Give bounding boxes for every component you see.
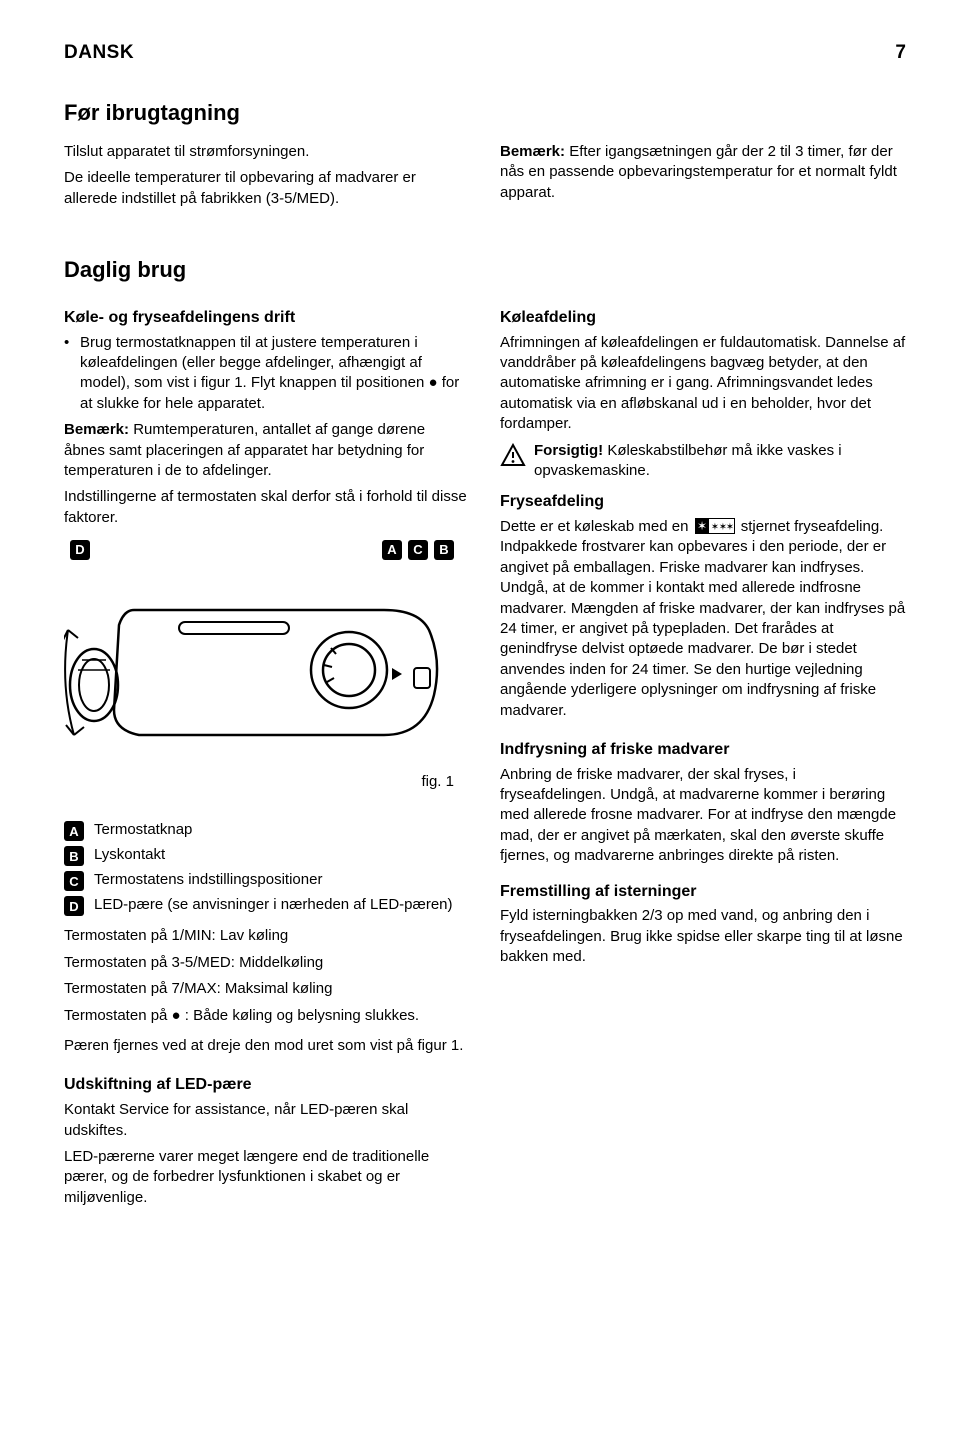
section-title: Daglig brug: [64, 255, 906, 285]
note-label: Bemærk:: [500, 143, 565, 160]
freezer-star-icon: ✶ ✶ ✶ ✶: [695, 518, 735, 534]
page-number: 7: [895, 40, 906, 66]
svg-text:✶: ✶: [697, 519, 707, 533]
svg-text:✶: ✶: [725, 522, 733, 533]
legend-key: A: [64, 821, 84, 841]
subheading: Fryseafdeling: [500, 491, 906, 513]
body-text: Termostaten på 3-5/MED: Middelkøling: [64, 953, 470, 973]
legend-text: Lyskontakt: [94, 845, 165, 865]
subheading: Køleafdeling: [500, 307, 906, 329]
caution-label: Forsigtig!: [534, 442, 603, 459]
legend-item: B Lyskontakt: [64, 845, 470, 866]
section-before-use: Før ibrugtagning Tilslut apparatet til s…: [64, 98, 906, 215]
figure-label-d: D: [70, 540, 90, 560]
bullet-item: • Brug termostatknappen til at justere t…: [64, 333, 470, 415]
section-title: Før ibrugtagning: [64, 98, 906, 128]
legend-text: Termostatknap: [94, 820, 192, 840]
body-text: Pæren fjernes ved at dreje den mod uret …: [64, 1036, 470, 1056]
note-label: Bemærk:: [64, 421, 129, 438]
language-label: DANSK: [64, 40, 134, 66]
legend-key: B: [64, 846, 84, 866]
figure-caption: fig. 1: [64, 772, 454, 792]
figure-legend: A Termostatknap B Lyskontakt C Termostat…: [64, 820, 470, 916]
bullet-text: Brug termostatknappen til at justere tem…: [80, 333, 470, 415]
legend-item: A Termostatknap: [64, 820, 470, 841]
legend-text: Termostatens indstillingspositioner: [94, 870, 322, 890]
body-text: Dette er et køleskab med en ✶ ✶ ✶ ✶ stje…: [500, 517, 906, 721]
section-daily-use: Daglig brug Køle- og fryseafdelingens dr…: [64, 255, 906, 1214]
body-text: Termostaten på 7/MAX: Maksimal køling: [64, 979, 470, 999]
body-text: LED-pærerne varer meget længere end de t…: [64, 1147, 470, 1208]
note-text: Bemærk: Rumtemperaturen, antallet af gan…: [64, 420, 470, 481]
col-left: Køle- og fryseafdelingens drift • Brug t…: [64, 299, 470, 1214]
col-right: Bemærk: Efter igangsætningen går der 2 t…: [500, 142, 906, 215]
body-text: Termostaten på 1/MIN: Lav køling: [64, 926, 470, 946]
figure-thermostat: D A C B: [64, 534, 470, 792]
page-header: DANSK 7: [64, 40, 906, 66]
body-text: Fyld isterningbakken 2/3 op med vand, og…: [500, 906, 906, 967]
thermostat-svg: [64, 570, 454, 770]
body-text: Indstillingerne af termostaten skal derf…: [64, 487, 470, 528]
legend-text: LED-pære (se anvisninger i nærheden af L…: [94, 895, 453, 915]
legend-item: C Termostatens indstillingspositioner: [64, 870, 470, 891]
subheading: Udskiftning af LED-pære: [64, 1074, 470, 1096]
legend-key: D: [64, 896, 84, 916]
body-text: Termostaten på ● : Både køling og belysn…: [64, 1006, 470, 1026]
text-part: stjernet fryseafdeling. Indpakkede frost…: [500, 518, 905, 719]
body-text: Kontakt Service for assistance, når LED-…: [64, 1100, 470, 1141]
bullet-dot: •: [64, 333, 80, 415]
subheading: Indfrysning af friske madvarer: [500, 739, 906, 761]
col-left: Tilslut apparatet til strømforsyningen. …: [64, 142, 470, 215]
note-text: Bemærk: Efter igangsætningen går der 2 t…: [500, 142, 906, 203]
body-text: Anbring de friske madvarer, der skal fry…: [500, 765, 906, 867]
warning-icon: [500, 443, 526, 467]
figure-label-row: D A C B: [64, 534, 454, 566]
body-text: De ideelle temperaturer til opbevaring a…: [64, 168, 470, 209]
body-text: Tilslut apparatet til strømforsyningen.: [64, 142, 470, 162]
caution-block: Forsigtig! Køleskabstilbehør må ikke vas…: [500, 441, 906, 482]
text-part: Dette er et køleskab med en: [500, 518, 693, 535]
figure-label-a: A: [382, 540, 402, 560]
subheading: Fremstilling af isterninger: [500, 881, 906, 903]
caution-text: Forsigtig! Køleskabstilbehør må ikke vas…: [534, 441, 906, 482]
figure-label-b: B: [434, 540, 454, 560]
col-right: Køleafdeling Afrimningen af køleafdeling…: [500, 299, 906, 1214]
body-text: Afrimningen af køleafdelingen er fuldaut…: [500, 333, 906, 435]
subheading: Køle- og fryseafdelingens drift: [64, 307, 470, 329]
figure-label-c: C: [408, 540, 428, 560]
legend-key: C: [64, 871, 84, 891]
legend-item: D LED-pære (se anvisninger i nærheden af…: [64, 895, 470, 916]
